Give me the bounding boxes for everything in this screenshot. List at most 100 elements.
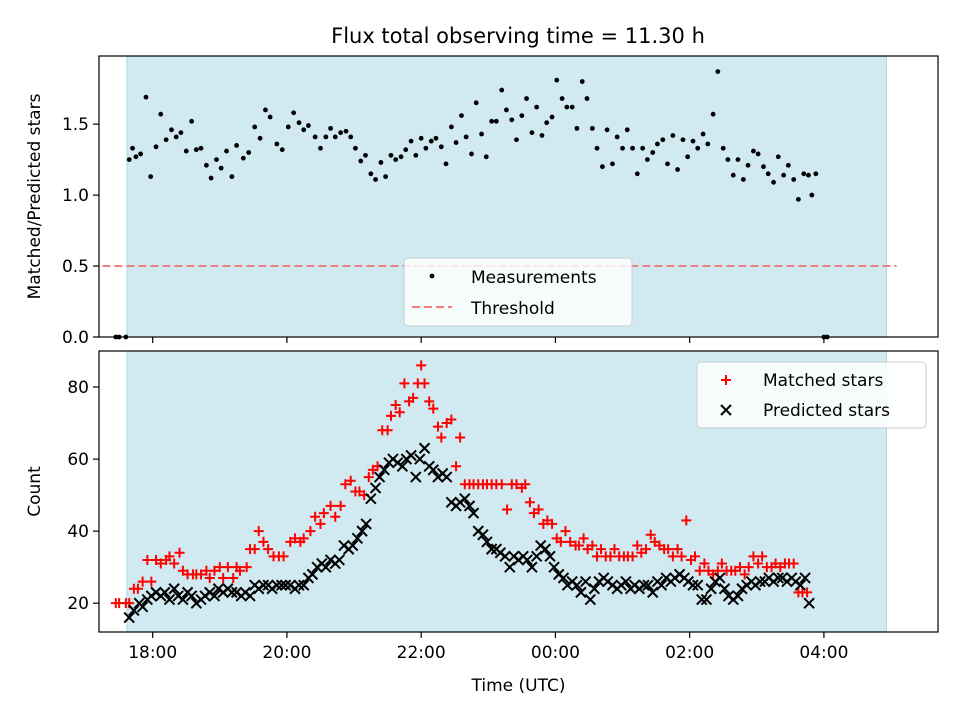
predicted-star-point	[705, 583, 717, 595]
predicted-star-point	[477, 529, 489, 541]
predicted-star-point	[539, 543, 552, 555]
matched-star-point	[394, 407, 405, 418]
measurement-point	[665, 161, 670, 167]
measurement-point	[403, 147, 409, 153]
matched-star-point	[578, 533, 589, 544]
matched-star-point	[155, 558, 166, 569]
matched-star-point	[524, 497, 535, 508]
measurement-point	[801, 171, 807, 177]
measurement-point	[408, 138, 414, 144]
predicted-star-point	[208, 590, 221, 602]
legend-label-predicted: Predicted stars	[763, 401, 890, 421]
matched-star-point	[146, 576, 157, 587]
matched-star-point	[174, 547, 185, 558]
matched-star-point	[676, 551, 687, 562]
matched-star-point	[748, 551, 759, 562]
x-tick-label: 00:00	[531, 643, 580, 663]
measurement-point	[459, 113, 464, 119]
predicted-star-point	[588, 583, 601, 595]
matched-star-point	[641, 544, 652, 555]
measurement-point	[761, 164, 766, 170]
measurement-point	[534, 104, 540, 110]
measurement-point	[680, 137, 686, 143]
predicted-star-point	[530, 550, 543, 563]
measurement-point	[574, 125, 580, 131]
predicted-star-point	[185, 590, 198, 602]
predicted-star-point	[373, 471, 386, 483]
measurement-point	[740, 177, 746, 182]
measurement-point	[323, 134, 329, 140]
y-tick-label: 1.5	[62, 115, 89, 135]
x-axis-label: Time (UTC)	[471, 676, 566, 696]
measurement-point	[352, 145, 358, 151]
measurement-point	[579, 79, 585, 84]
measurement-point	[730, 172, 736, 178]
measurement-point	[413, 152, 419, 158]
matched-star-point	[345, 475, 356, 486]
predicted-star-point	[279, 579, 292, 591]
measurement-point	[153, 144, 159, 150]
matched-star-point	[408, 392, 419, 403]
predicted-star-point	[620, 575, 632, 588]
measurement-point	[479, 131, 484, 137]
y-tick-label: 80	[67, 378, 89, 398]
measurement-point	[781, 172, 787, 178]
measurement-point	[725, 157, 731, 163]
y-tick-label: 20	[67, 594, 89, 614]
matched-star-point	[390, 400, 401, 411]
measurement-point	[252, 124, 258, 130]
predicted-star-point	[159, 586, 171, 599]
predicted-star-point	[485, 543, 498, 555]
ratio-panel: 0.0 0.5 1.0 1.5 Matched/Predicted stars Measu…	[25, 55, 939, 348]
measurement-point	[610, 161, 615, 167]
measurement-point	[267, 114, 273, 120]
x-tick-label: 22:00	[397, 643, 446, 663]
predicted-star-point	[271, 579, 283, 591]
matched-star-point	[363, 472, 374, 483]
predicted-star-point	[356, 525, 368, 537]
measurement-point	[620, 145, 625, 151]
predicted-star-point	[481, 536, 493, 548]
predicted-star-point	[499, 550, 511, 563]
matched-star-point	[436, 432, 447, 443]
measurement-point	[690, 138, 696, 144]
measurement-point	[423, 145, 429, 151]
matched-star-point	[289, 533, 300, 544]
y-tick-label: 0.0	[62, 328, 89, 348]
predicted-star-point	[548, 561, 560, 573]
legend-box	[403, 257, 633, 327]
predicted-star-point	[521, 554, 533, 566]
matched-star-point	[325, 500, 336, 511]
matched-star-point	[672, 544, 683, 555]
matched-star-point	[416, 360, 427, 371]
legend-label-threshold: Threshold	[470, 299, 555, 319]
matched-star-point	[298, 533, 309, 544]
axes-frame	[98, 55, 939, 338]
measurement-point	[383, 174, 389, 180]
measurement-point	[218, 165, 224, 171]
measurement-point	[274, 141, 280, 147]
measurement-point	[771, 179, 776, 185]
measurement-point	[428, 138, 434, 144]
predicted-star-point	[571, 579, 583, 591]
measurement-point	[644, 157, 650, 163]
predicted-star-point	[772, 572, 784, 584]
matched-star-point	[592, 551, 603, 562]
measurement-point	[554, 77, 560, 83]
matched-star-point	[315, 518, 326, 529]
x-tick-label: 18:00	[128, 643, 177, 663]
measurement-point	[509, 117, 515, 123]
measurement-point	[751, 148, 756, 154]
predicted-star-point	[347, 539, 359, 552]
matched-star-point	[565, 536, 576, 547]
measurement-point	[448, 124, 454, 130]
matched-star-point	[502, 504, 513, 515]
measurement-point	[493, 118, 499, 124]
measurement-point	[338, 130, 344, 136]
measurement-point	[358, 158, 364, 164]
legend-marker-matched	[721, 375, 731, 385]
matched-star-point	[520, 479, 531, 490]
measurement-point	[373, 177, 378, 182]
matched-star-point	[263, 544, 274, 555]
predicted-star-point	[244, 590, 256, 602]
